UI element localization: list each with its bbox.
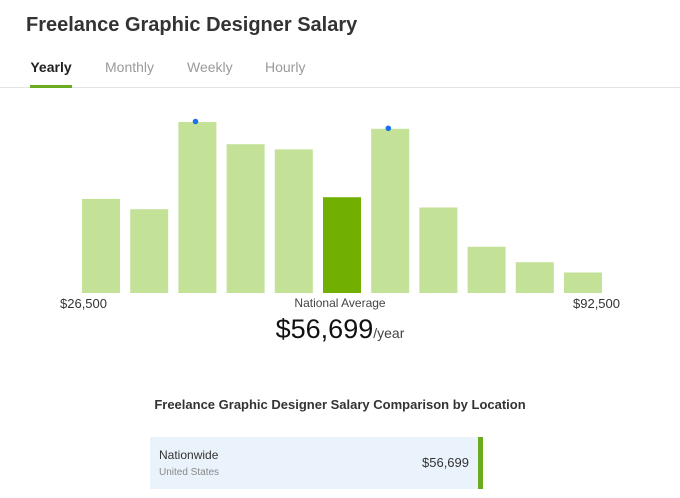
national-average-label: National Average <box>294 296 386 310</box>
location-country: United States <box>159 467 220 478</box>
range-min-label: $26,500 <box>60 296 107 311</box>
histogram-bar <box>371 128 410 293</box>
histogram-bar <box>82 198 120 293</box>
average-salary-amount: $56,699 <box>275 314 374 344</box>
range-max-label: $92,500 <box>573 296 620 311</box>
tab-monthly[interactable]: Monthly <box>105 59 155 75</box>
tab-hourly[interactable]: Hourly <box>265 59 306 75</box>
location-row[interactable]: Nationwide United States $56,699 <box>150 437 483 489</box>
salary-histogram <box>82 118 602 293</box>
histogram-bar <box>178 122 217 293</box>
tab-bar: Yearly Monthly Weekly Hourly <box>0 56 680 88</box>
tab-yearly[interactable]: Yearly <box>30 59 72 88</box>
location-salary: $56,699 <box>422 455 469 470</box>
national-average-value: $56,699/year <box>0 314 680 345</box>
location-name: Nationwide <box>159 448 219 462</box>
histogram-marker-dot <box>385 125 392 132</box>
histogram-bar <box>564 272 602 293</box>
histogram-bar <box>130 209 169 293</box>
comparison-title: Freelance Graphic Designer Salary Compar… <box>154 397 526 412</box>
histogram-bar <box>419 207 458 293</box>
average-salary-unit: /year <box>373 325 405 341</box>
histogram-bar-national-average <box>323 197 361 293</box>
histogram-bar <box>515 262 554 293</box>
histogram-bar <box>226 144 265 293</box>
histogram-marker-dot <box>192 118 199 125</box>
page-title: Freelance Graphic Designer Salary <box>26 14 358 36</box>
tab-weekly[interactable]: Weekly <box>187 59 233 75</box>
histogram-bar <box>274 149 313 293</box>
histogram-bar <box>467 246 506 293</box>
